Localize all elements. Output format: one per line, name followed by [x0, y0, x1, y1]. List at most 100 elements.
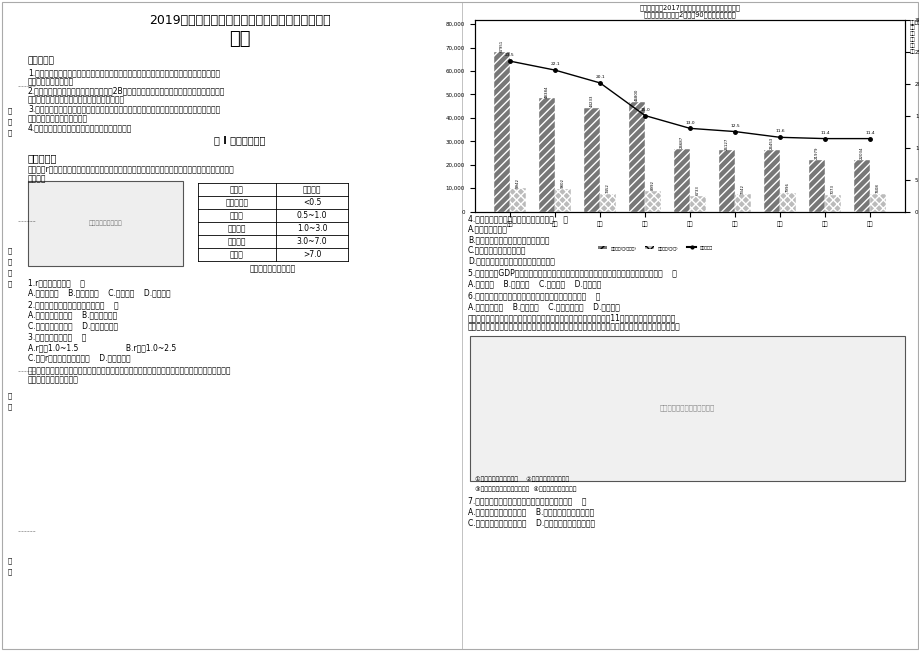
Text: 4.考试结束后，请将本试题卷和答题卡一并上交。: 4.考试结束后，请将本试题卷和答题卡一并上交。 [28, 123, 132, 132]
Text: 级: 级 [8, 569, 12, 575]
Bar [869, 194, 885, 212]
Text: A.r值在1.0~1.5                    B.r值在1.0~2.5: A.r值在1.0~1.5 B.r值在1.0~2.5 [28, 343, 176, 352]
Text: 7073: 7073 [830, 184, 834, 194]
Text: 9802: 9802 [561, 178, 564, 188]
Text: A.人口数量    B.产业结构    C.政府政策    D.教育水平: A.人口数量 B.产业结构 C.政府政策 D.教育水平 [468, 279, 601, 288]
Bar [719, 150, 734, 212]
Text: 12.5: 12.5 [730, 124, 739, 128]
Text: 23.5: 23.5 [505, 53, 515, 57]
Text: 3.非选择题的作答：用签字笔直接答在答题卡上对应的答题区域内，写在试题卷、草稿纸和答: 3.非选择题的作答：用签字笔直接答在答题卡上对应的答题区域内，写在试题卷、草稿纸… [28, 105, 220, 114]
Text: 11.4: 11.4 [819, 131, 829, 135]
Text: 姓: 姓 [8, 393, 12, 399]
Text: 号: 号 [8, 130, 12, 136]
Bar [809, 160, 824, 212]
Text: 22.1: 22.1 [550, 62, 560, 66]
Bar [764, 150, 779, 212]
Text: C.仅从r值看不存在缺水问题    D.属于湿润带: C.仅从r值看不存在缺水问题 D.属于湿润带 [28, 353, 130, 363]
Text: 21979: 21979 [814, 147, 818, 159]
Text: 房价收入比是住房总价格与城市居民家庭年收入之比。十九大报告强调房子是用来住的，不是用来炒: 房价收入比是住房总价格与城市居民家庭年收入之比。十九大报告强调房子是用来住的，不… [28, 366, 232, 375]
Text: 2.选择题的作答：每小题选出答案后，用2B铅笔把答题卡上对应题目的答案标号涂黑，写在试: 2.选择题的作答：每小题选出答案后，用2B铅笔把答题卡上对应题目的答案标号涂黑，… [28, 87, 225, 96]
Text: A.严禁人口迁入    B.建设新区    C.政策调控房价    D.产业转移: A.严禁人口迁入 B.建设新区 C.政策调控房价 D.产业转移 [468, 302, 619, 311]
Text: 3.沈阳市管辖区域（    ）: 3.沈阳市管辖区域（ ） [28, 333, 86, 342]
Text: 注意事项：: 注意事项： [28, 56, 55, 65]
Bar [28, 181, 183, 266]
Text: ①川西藏东山地针叶林区    ②单落腺幽高寒灌丛草甸: ①川西藏东山地针叶林区 ②单落腺幽高寒灌丛草甸 [474, 476, 569, 482]
Text: 15.0: 15.0 [640, 107, 649, 112]
Text: 一线城市
北京
上海
广州
深圳
天津: 一线城市 北京 上海 广州 深圳 天津 [909, 20, 919, 53]
Text: 8992: 8992 [650, 180, 654, 190]
Text: 26453: 26453 [769, 137, 773, 149]
Text: 7996: 7996 [785, 182, 789, 192]
Bar [629, 102, 644, 212]
Text: 我国干旱指数综合分带: 我国干旱指数综合分带 [250, 264, 296, 273]
Title: 我国部分城市2017年住房价格与居民收入对比情况图
（房价收入比按每户2人拥有90平方米住房计算）: 我国部分城市2017年住房价格与居民收入对比情况图 （房价收入比按每户2人拥有9… [639, 4, 740, 18]
Text: 20.1: 20.1 [595, 75, 604, 79]
Text: 6733: 6733 [695, 186, 699, 195]
Bar [584, 108, 599, 212]
Text: 第 I 卷（选择题）: 第 I 卷（选择题） [214, 135, 266, 145]
Text: A.蒸发量越小    B.降水量越小    C.偏于干旱    D.偏于湿润: A.蒸发量越小 B.降水量越小 C.偏于干旱 D.偏于湿润 [28, 288, 170, 298]
Text: 2.据材料可以推测辽宁省的降水量（    ）: 2.据材料可以推测辽宁省的降水量（ ） [28, 300, 119, 309]
Text: 3.0~7.0: 3.0~7.0 [296, 237, 327, 246]
Text: 一、单选题: 一、单选题 [28, 153, 57, 163]
Text: <0.5: <0.5 [302, 198, 321, 207]
Text: 水分带: 水分带 [230, 185, 244, 194]
Bar [734, 195, 750, 212]
Text: C.返青期提前、枯黄期推迟    D.返青期提前、枯黄期提前: C.返青期提前、枯黄期推迟 D.返青期提前、枯黄期提前 [468, 518, 595, 527]
Text: C.由东南向西北增加    D.由南向北增加: C.由东南向西北增加 D.由南向北增加 [28, 321, 118, 330]
Text: 2019届四川省棠湖中学高三二诊模拟文综地理试题: 2019届四川省棠湖中学高三二诊模拟文综地理试题 [149, 14, 331, 27]
Text: 44233: 44233 [589, 95, 594, 107]
Text: 列各题。: 列各题。 [28, 174, 47, 184]
Text: 1.答题前，先将自己的姓名、准考证号填写在试题卷和答题卡上，并将准考证号条形码粘贴在: 1.答题前，先将自己的姓名、准考证号填写在试题卷和答题卡上，并将准考证号条形码粘… [28, 68, 220, 77]
Text: 干旱指数: 干旱指数 [302, 185, 321, 194]
Text: 4.下列关于房价收入比的说法正确的是（    ）: 4.下列关于房价收入比的说法正确的是（ ） [468, 214, 567, 223]
Text: 半湿润带: 半湿润带 [228, 224, 246, 233]
Text: 题卷、草稿纸和答题卡上的非答题区域均无效。: 题卷、草稿纸和答题卡上的非答题区域均无效。 [28, 96, 125, 105]
Text: 座: 座 [8, 107, 12, 115]
Text: 青藏高原高寒草地物候与海拔存在关联，且不同生态区的高寒草地物候也存在差异。读图完成下列各题。: 青藏高原高寒草地物候与海拔存在关联，且不同生态区的高寒草地物候也存在差异。读图完… [468, 322, 680, 331]
Text: 位: 位 [8, 118, 12, 125]
Bar [689, 196, 705, 212]
Text: 11.6: 11.6 [775, 130, 784, 133]
Text: A.返青期推迟、枯黄期提前    B.返青期推迟、枯黄期推迟: A.返青期推迟、枯黄期提前 B.返青期推迟、枯黄期推迟 [468, 507, 594, 516]
Text: 11.4: 11.4 [864, 131, 874, 135]
Text: 号: 号 [8, 281, 12, 287]
Text: 67951: 67951 [500, 40, 504, 51]
Text: （青藏高原生态地理分区图）: （青藏高原生态地理分区图） [659, 405, 714, 411]
Text: 干旱带: 干旱带 [230, 250, 244, 259]
Text: 22034: 22034 [859, 146, 863, 159]
Text: 证: 证 [8, 270, 12, 276]
Text: 48384: 48384 [545, 85, 549, 98]
Text: 46800: 46800 [634, 89, 639, 102]
Bar [470, 336, 904, 481]
Text: 的。读图回答下列各题。: 的。读图回答下列各题。 [28, 376, 79, 385]
Text: 答题卡上的指定位置。: 答题卡上的指定位置。 [28, 77, 74, 86]
Text: 考: 考 [8, 258, 12, 266]
Text: （中国干旱分区图）: （中国干旱分区图） [89, 220, 123, 226]
Text: B.人口迁入数量是其高低的决定性因素: B.人口迁入数量是其高低的决定性因素 [468, 235, 549, 244]
Text: 1.r值越大，表示（    ）: 1.r值越大，表示（ ） [28, 278, 85, 287]
Bar [554, 189, 570, 212]
Text: 7452: 7452 [606, 184, 609, 193]
Bar [494, 53, 509, 212]
Bar [779, 193, 795, 212]
Text: 26687: 26687 [679, 136, 684, 148]
Text: 准: 准 [8, 247, 12, 255]
Bar [509, 188, 526, 212]
Bar [853, 160, 869, 212]
Text: ③青东祁连山地针叶林、草原区  ④青南高原高寒草甸草原: ③青东祁连山地针叶林、草原区 ④青南高原高寒草甸草原 [474, 486, 576, 492]
Bar [644, 191, 660, 212]
Text: 湿润带: 湿润带 [230, 211, 244, 220]
Text: 7.随海拔高度的增加，整个青藏高原高寒植被的（    ）: 7.随海拔高度的增加，整个青藏高原高寒植被的（ ） [468, 496, 586, 505]
Text: 1.0~3.0: 1.0~3.0 [297, 224, 327, 233]
Bar [539, 98, 554, 212]
Text: 十分湿润带: 十分湿润带 [225, 198, 248, 207]
Text: 7608: 7608 [875, 183, 879, 193]
Text: 地理: 地理 [229, 30, 251, 48]
Text: D.房价收入比高的城市社会矛盾较为严重: D.房价收入比高的城市社会矛盾较为严重 [468, 256, 554, 265]
Text: A.与房价呈正比例: A.与房价呈正比例 [468, 225, 507, 234]
Text: 0.5~1.0: 0.5~1.0 [297, 211, 327, 220]
Text: 13.0: 13.0 [685, 120, 694, 124]
Text: 5.天津市人均GDP在全国排名靠前，但居民平均工资较其他城市低，最主要的影响因素是（    ）: 5.天津市人均GDP在全国排名靠前，但居民平均工资较其他城市低，最主要的影响因素… [468, 268, 676, 277]
Bar [674, 149, 689, 212]
